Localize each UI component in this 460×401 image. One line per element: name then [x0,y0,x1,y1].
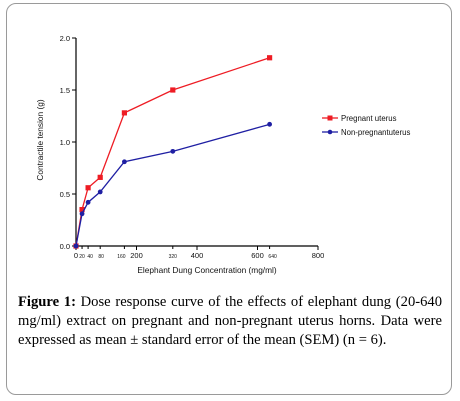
x-tick-label: 640 [268,254,277,260]
x-tick-label: 400 [191,251,204,260]
data-point-non-pregnant [267,121,272,127]
figure-frame [6,3,452,395]
chart-axes: 0.0 0.5 1.0 1.5 2.0 0 20 40 80 160 200 320 400 600 640… [35,34,324,275]
data-point-non-pregnant [73,243,79,249]
y-tick-label: 1.5 [60,86,70,95]
figure-caption: Figure 1: Dose response curve of the eff… [18,293,442,350]
data-point-non-pregnant [85,199,91,205]
caption-label: Figure 1: [18,294,76,310]
data-point-non-pregnant [97,189,103,195]
legend-label-pregnant: Pregnant uterus [341,114,397,123]
series-line-non-pregnant [75,123,270,247]
data-point-non-pregnant [170,148,176,154]
x-tick-label: 600 [251,251,264,260]
chart-legend: Pregnant uterus Non-pregnantuterus [322,114,410,137]
data-point-pregnant [85,185,91,191]
x-axis-title: Elephant Dung Concentration (mg/ml) [137,265,277,275]
x-tick-label: 800 [312,251,325,260]
x-tick-label: 160 [117,254,126,260]
x-tick-label: 20 [79,254,85,260]
data-point-pregnant [170,87,176,93]
y-tick-label: 1.0 [60,138,70,147]
x-tick-label: 320 [169,254,178,260]
data-point-pregnant [121,110,127,116]
legend-marker-non-pregnant [327,129,333,135]
x-tick-label: 200 [130,251,143,260]
data-point-pregnant [97,174,103,180]
y-axis-title: Contractile tension (g) [35,99,45,180]
y-tick-label: 0.5 [60,190,70,199]
x-tick-label: 0 [74,251,78,260]
data-point-non-pregnant [122,159,127,165]
y-tick-label: 2.0 [60,34,70,43]
x-tick-label: 40 [87,254,93,260]
x-tick-label: 80 [98,254,104,260]
chart-series [73,55,273,249]
y-tick-label: 0.0 [60,242,70,251]
data-point-pregnant [79,207,85,213]
legend-marker-pregnant [327,115,333,121]
legend-label-non-pregnant: Non-pregnantuterus [341,128,410,137]
caption-text: Dose response curve of the effects of el… [18,294,442,348]
dose-response-chart: 0.0 0.5 1.0 1.5 2.0 0 20 40 80 160 200 320 400 600 640… [35,34,410,275]
data-point-non-pregnant [79,211,85,217]
data-point-pregnant [267,55,273,61]
